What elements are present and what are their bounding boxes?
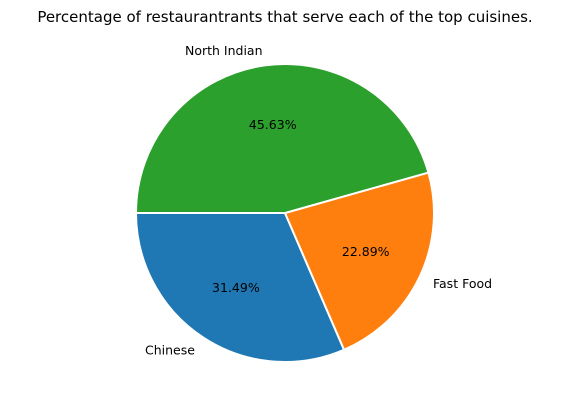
pie-label-fast-food: Fast Food (433, 276, 492, 291)
pie-slice-chinese (135, 212, 346, 363)
pie-label-north-indian: North Indian (185, 43, 263, 58)
pie-percent-chinese: 31.49% (212, 280, 260, 295)
pie-label-chinese: Chinese (145, 342, 195, 357)
pie-percent-north-indian: 45.63% (249, 117, 297, 132)
pie-slice-fast-food (284, 171, 435, 351)
chart-title: Percentage of restaurantrants that serve… (37, 8, 532, 26)
pie-percent-fast-food: 22.89% (342, 244, 390, 259)
pie-labels: Chinese 31.49% Fast Food 22.89% North Indian… (145, 43, 492, 357)
pie-slices (135, 63, 435, 363)
pie-slice-north-indian (135, 63, 430, 214)
